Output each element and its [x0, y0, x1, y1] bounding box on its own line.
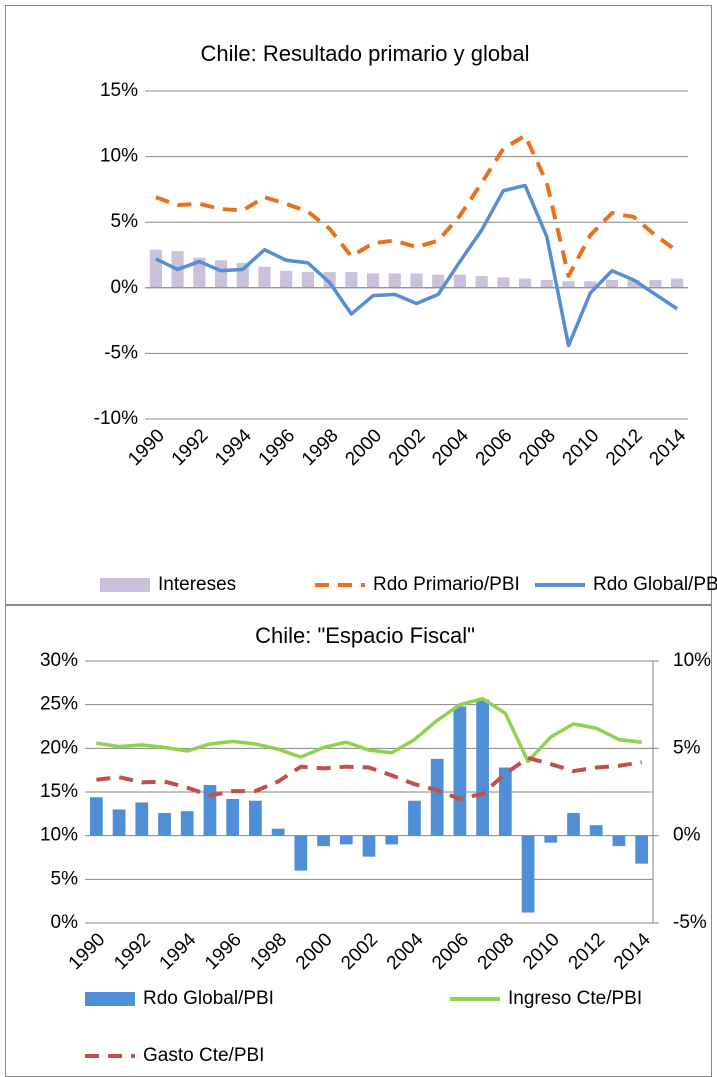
bar [408, 800, 421, 836]
bar [135, 802, 149, 836]
bar [432, 274, 445, 288]
y-tick-label: 30% [40, 650, 78, 671]
bar [258, 266, 271, 288]
bar [589, 825, 603, 836]
y2-tick-label: 0% [673, 825, 701, 846]
bar [544, 835, 558, 843]
bar [521, 835, 535, 913]
bar [671, 278, 684, 288]
y-tick-label: 0% [51, 912, 79, 933]
chart-frame [5, 5, 712, 605]
bar [158, 812, 171, 836]
legend-label: Gasto Cte/PBI [143, 1045, 264, 1066]
y2-tick-label: -5% [673, 912, 707, 933]
legend-swatch [100, 578, 150, 592]
bar [453, 706, 467, 836]
legend-label: Ingreso Cte/PBI [508, 988, 642, 1009]
bar [317, 835, 330, 847]
y-tick-label: 10% [40, 825, 78, 846]
bar [605, 279, 619, 288]
legend-label: Rdo Primario/PBI [373, 574, 520, 595]
bar [649, 279, 662, 288]
y-tick-label: -5% [104, 342, 138, 363]
bar [627, 279, 640, 288]
bar [345, 272, 358, 288]
y-tick-label: 10% [100, 146, 138, 167]
y-tick-label: 20% [40, 737, 78, 758]
bar [519, 278, 532, 288]
bar [301, 272, 314, 288]
bar [385, 835, 399, 845]
bar [180, 811, 194, 836]
bar [214, 260, 228, 288]
bar [339, 835, 353, 845]
bar [271, 828, 285, 836]
bar [362, 835, 376, 857]
bar [498, 767, 512, 836]
chart-title: Chile: "Espacio Fiscal" [255, 623, 475, 648]
bar [323, 272, 336, 288]
bar [366, 273, 380, 288]
chart-title: Chile: Resultado primario y global [201, 41, 530, 66]
bar [453, 274, 467, 288]
bar [89, 797, 103, 836]
bar [226, 798, 240, 836]
bar [193, 257, 206, 288]
y2-tick-label: 5% [673, 737, 701, 758]
legend-label: Rdo Global/PBI [593, 574, 717, 595]
bar [430, 758, 444, 836]
bar [203, 785, 217, 836]
y-tick-label: 5% [111, 211, 139, 232]
bar [388, 273, 401, 288]
bar [249, 800, 262, 836]
legend-label: Intereses [158, 574, 236, 595]
legend-swatch [85, 992, 135, 1006]
bar [294, 835, 308, 871]
line [96, 755, 642, 801]
line [155, 133, 679, 278]
bar [635, 835, 649, 864]
bar [149, 249, 162, 288]
y-tick-label: 0% [111, 277, 139, 298]
y-tick-label: -10% [94, 408, 138, 429]
bar [112, 809, 126, 836]
bar [280, 270, 293, 288]
bar [476, 699, 489, 836]
y-tick-label: 25% [40, 694, 78, 715]
bar [562, 281, 575, 288]
bar [410, 273, 423, 288]
y2-tick-label: 10% [673, 650, 711, 671]
y-tick-label: 15% [40, 781, 78, 802]
y-tick-label: 15% [100, 80, 138, 101]
line [155, 183, 679, 348]
bar [540, 279, 553, 288]
bar [567, 812, 580, 836]
bar [497, 277, 510, 288]
bar [584, 281, 597, 288]
bar [612, 835, 626, 847]
line [96, 696, 642, 764]
y-tick-label: 5% [51, 868, 79, 889]
legend-label: Rdo Global/PBI [143, 988, 274, 1009]
bar [475, 275, 488, 288]
